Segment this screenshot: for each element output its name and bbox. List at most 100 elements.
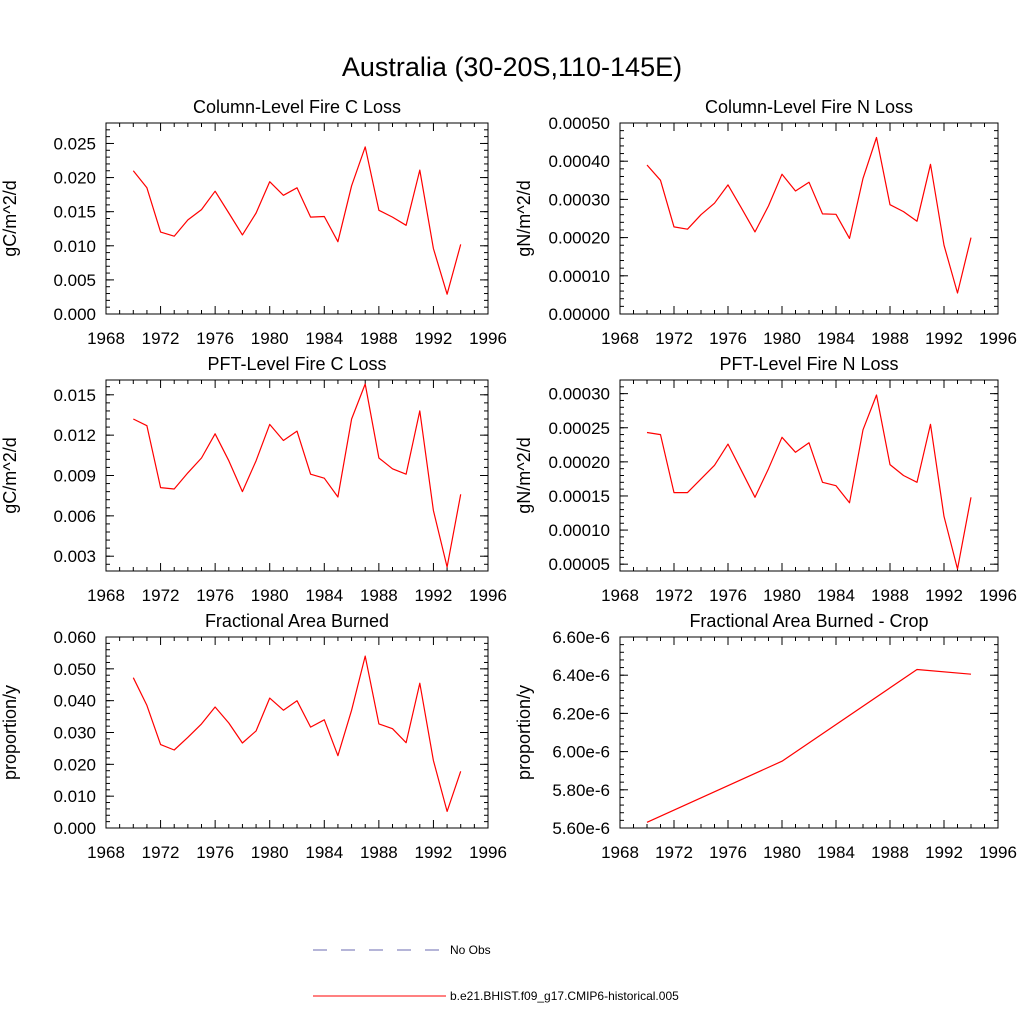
y-tick-label: 0.015: [53, 386, 96, 405]
x-tick-label: 1980: [251, 329, 289, 348]
figure-title: Australia (30-20S,110-145E): [342, 52, 682, 82]
plot-frame: [105, 379, 489, 572]
y-tick-label: 5.80e-6: [552, 781, 610, 800]
y-tick-label: 0.000: [53, 819, 96, 838]
x-tick-label: 1972: [655, 843, 693, 862]
plot-frame: [619, 122, 999, 315]
panel-title: PFT-Level Fire N Loss: [719, 354, 898, 374]
x-tick-label: 1984: [817, 329, 855, 348]
x-tick-label: 1968: [87, 586, 125, 605]
series-line: [132, 655, 462, 813]
chart-panel-2: 1968 1972 1976 1980 1984 1988 1992 1996 0.00000 0…: [514, 97, 1017, 348]
y-tick-label: 0.00000: [549, 305, 610, 324]
y-tick-label: 0.030: [53, 724, 96, 743]
x-tick-label: 1972: [142, 586, 180, 605]
x-tick-label: 1992: [415, 586, 453, 605]
y-tick-label: 0.010: [53, 787, 96, 806]
y-axis-label: proportion/y: [514, 685, 534, 780]
y-axis-label: proportion/y: [0, 685, 20, 780]
y-tick-label: 0.020: [53, 169, 96, 188]
y-tick-label: 0.005: [53, 271, 96, 290]
series-line: [646, 668, 972, 823]
y-tick-label: 0.00025: [549, 419, 610, 438]
x-tick-label: 1980: [763, 329, 801, 348]
x-tick-label: 1992: [925, 586, 963, 605]
x-tick-label: 1968: [87, 329, 125, 348]
chart-panel-1: 1968 1972 1976 1980 1984 1988 1992 1996 0.000 0.0…: [0, 97, 507, 348]
x-tick-label: 1984: [817, 843, 855, 862]
x-tick-label: 1972: [655, 329, 693, 348]
x-tick-label: 1984: [305, 329, 343, 348]
x-tick-label: 1992: [415, 843, 453, 862]
y-tick-label: 0.00005: [549, 555, 610, 574]
x-tick-label: 1992: [925, 329, 963, 348]
plot-frame: [619, 636, 999, 829]
y-tick-label: 0.00040: [549, 152, 610, 171]
x-tick-label: 1980: [251, 586, 289, 605]
x-tick-label: 1976: [196, 329, 234, 348]
x-tick-label: 1988: [360, 843, 398, 862]
y-axis-label: gC/m^2/d: [0, 180, 20, 256]
x-tick-label: 1976: [196, 843, 234, 862]
x-tick-label: 1988: [871, 843, 909, 862]
x-tick-label: 1968: [601, 329, 639, 348]
x-tick-label: 1976: [709, 586, 747, 605]
x-tick-label: 1996: [979, 843, 1017, 862]
y-tick-label: 0.00020: [549, 229, 610, 248]
panel-title: Column-Level Fire C Loss: [193, 97, 401, 117]
legend: No Obs b.e21.BHIST.f09_g17.CMIP6-histori…: [313, 943, 679, 1003]
y-tick-label: 0.025: [53, 134, 96, 153]
y-tick-label: 0.00020: [549, 453, 610, 472]
y-axis-label: gN/m^2/d: [514, 437, 534, 513]
x-tick-label: 1968: [601, 843, 639, 862]
y-tick-label: 0.020: [53, 755, 96, 774]
chart-panel-4: 1968 1972 1976 1980 1984 1988 1992 1996 0.00005 0…: [514, 354, 1017, 605]
panel-title: Fractional Area Burned: [205, 611, 389, 631]
x-tick-label: 1972: [142, 329, 180, 348]
legend-label-model: b.e21.BHIST.f09_g17.CMIP6-historical.005: [450, 989, 679, 1003]
x-tick-label: 1996: [469, 329, 507, 348]
y-tick-label: 0.000: [53, 305, 96, 324]
x-tick-label: 1988: [871, 329, 909, 348]
x-tick-label: 1996: [979, 329, 1017, 348]
y-tick-label: 0.00050: [549, 114, 610, 133]
chart-panel-3: 1968 1972 1976 1980 1984 1988 1992 1996 0.003 0.0…: [0, 354, 507, 605]
x-tick-label: 1984: [817, 586, 855, 605]
y-tick-label: 0.050: [53, 660, 96, 679]
plot-frame: [105, 636, 489, 829]
y-tick-label: 6.40e-6: [552, 666, 610, 685]
y-tick-label: 6.00e-6: [552, 743, 610, 762]
x-tick-label: 1984: [305, 586, 343, 605]
legend-label-no-obs: No Obs: [450, 943, 491, 957]
series-line: [646, 394, 972, 570]
x-tick-label: 1972: [142, 843, 180, 862]
x-tick-label: 1976: [709, 843, 747, 862]
x-tick-label: 1992: [415, 329, 453, 348]
x-tick-label: 1976: [196, 586, 234, 605]
x-tick-label: 1972: [655, 586, 693, 605]
panel-title: Fractional Area Burned - Crop: [689, 611, 928, 631]
plot-frame: [105, 122, 489, 315]
y-tick-label: 0.00030: [549, 190, 610, 209]
y-tick-label: 0.012: [53, 426, 96, 445]
x-tick-label: 1992: [925, 843, 963, 862]
y-tick-label: 0.00010: [549, 521, 610, 540]
chart-panels: 1968 1972 1976 1980 1984 1988 1992 1996 0.000 0.0…: [0, 97, 1017, 862]
y-tick-label: 0.00015: [549, 487, 610, 506]
y-tick-label: 0.003: [53, 547, 96, 566]
x-tick-label: 1996: [469, 586, 507, 605]
y-tick-label: 6.20e-6: [552, 704, 610, 723]
x-tick-label: 1996: [979, 586, 1017, 605]
x-tick-label: 1984: [305, 843, 343, 862]
chart-panel-5: 1968 1972 1976 1980 1984 1988 1992 1996 0.000 0.0…: [0, 611, 507, 862]
y-tick-label: 0.010: [53, 237, 96, 256]
y-tick-label: 0.015: [53, 203, 96, 222]
x-tick-label: 1980: [763, 586, 801, 605]
x-tick-label: 1988: [360, 329, 398, 348]
series-line: [646, 136, 972, 294]
y-tick-label: 6.60e-6: [552, 628, 610, 647]
y-tick-label: 0.00010: [549, 267, 610, 286]
panel-title: Column-Level Fire N Loss: [705, 97, 913, 117]
series-line: [133, 383, 462, 568]
